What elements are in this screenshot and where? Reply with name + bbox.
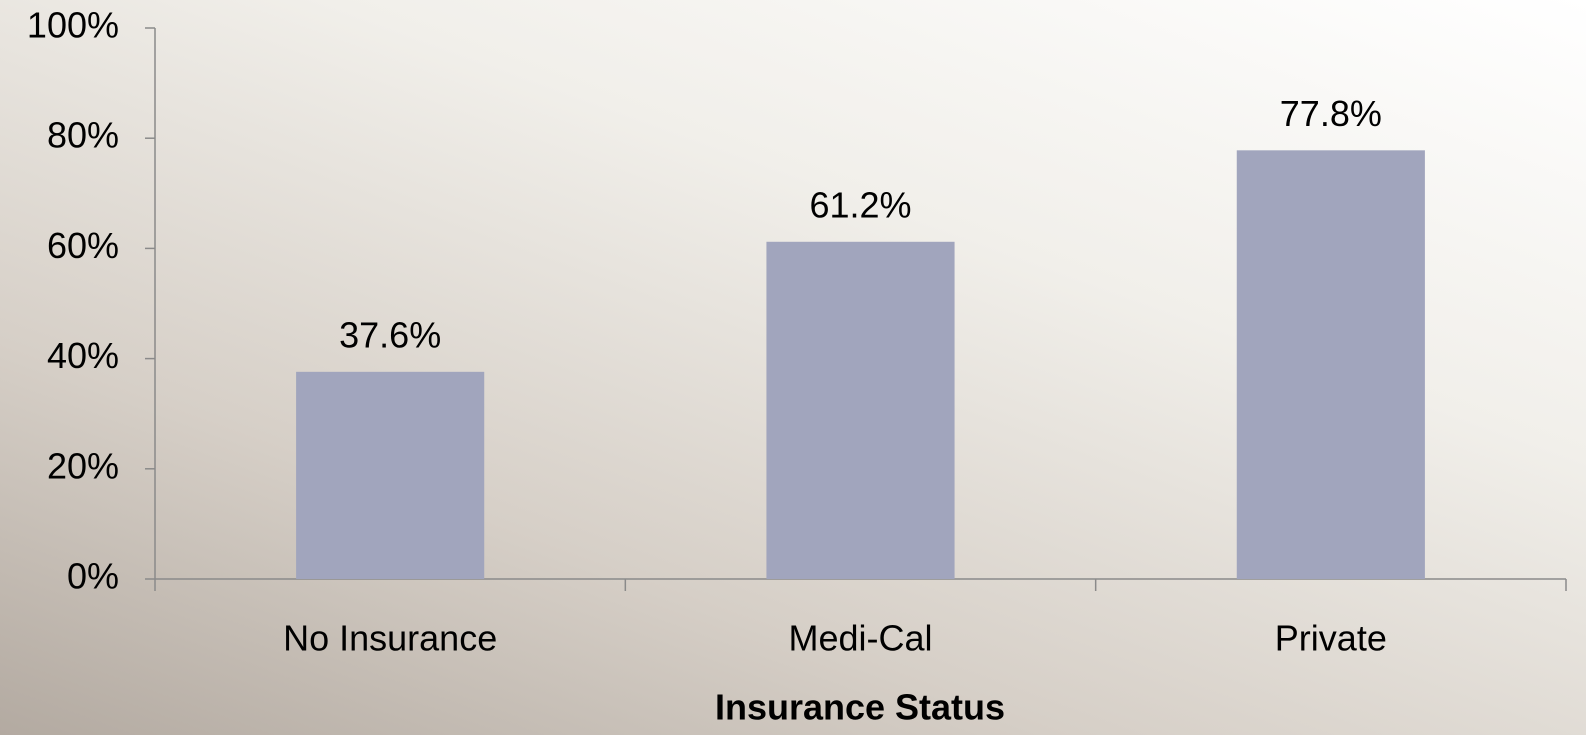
bar [296, 371, 485, 579]
data-label: 61.2% [809, 184, 911, 225]
y-tick-label: 100% [27, 5, 119, 46]
bar [766, 241, 955, 579]
y-tick-label: 40% [47, 335, 119, 376]
data-label: 77.8% [1280, 93, 1382, 134]
x-tick-label: Medi-Cal [788, 618, 932, 659]
x-tick-label: Private [1275, 618, 1387, 659]
y-tick-label: 20% [47, 445, 119, 486]
bar [1236, 150, 1425, 579]
x-axis-title: Insurance Status [715, 687, 1005, 728]
data-label: 37.6% [339, 314, 441, 355]
y-tick-label: 0% [67, 556, 119, 597]
x-tick-label: No Insurance [283, 618, 497, 659]
y-tick-label: 60% [47, 225, 119, 266]
y-tick-label: 80% [47, 115, 119, 156]
